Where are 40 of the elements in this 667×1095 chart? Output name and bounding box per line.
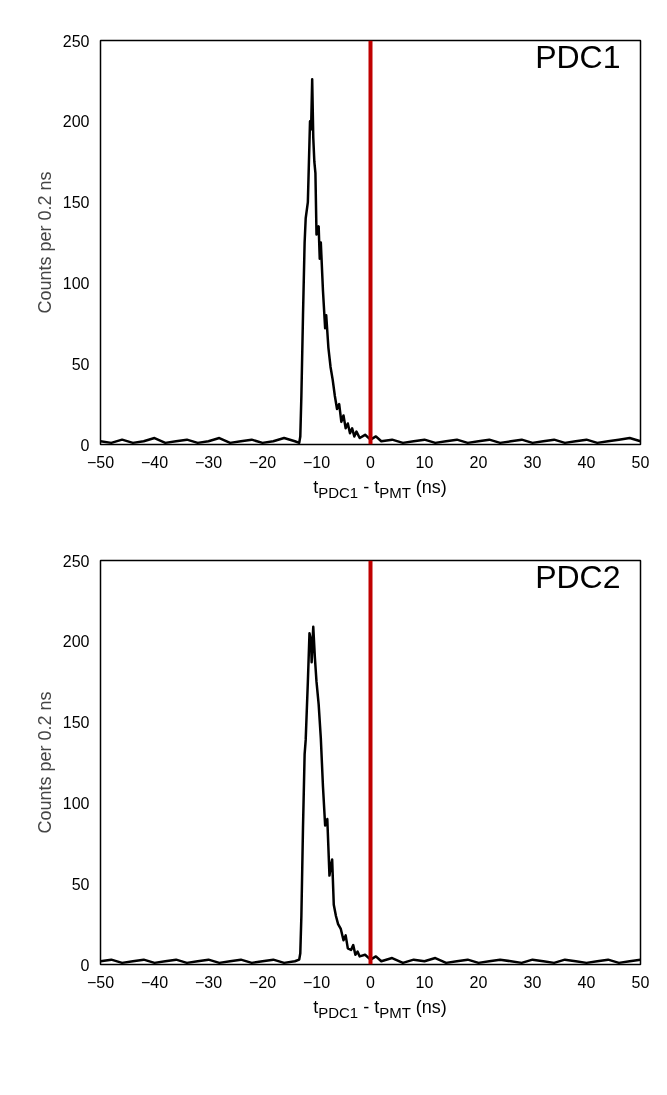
x-tick-label: −40 bbox=[140, 453, 169, 471]
y-tick-label: 250 bbox=[62, 32, 90, 50]
annotation: PDC2 bbox=[535, 558, 621, 595]
y-axis-title: Counts per 0.2 ns bbox=[34, 171, 55, 314]
annotation: PDC1 bbox=[535, 38, 621, 75]
y-tick-label: 50 bbox=[71, 355, 90, 373]
y-tick-label: 200 bbox=[62, 113, 90, 131]
y-tick-label: 150 bbox=[62, 714, 90, 732]
x-tick-label: 0 bbox=[366, 453, 376, 471]
x-tick-label: 10 bbox=[415, 973, 434, 991]
y-tick-label: 100 bbox=[62, 274, 90, 292]
y-axis-title: Counts per 0.2 ns bbox=[34, 691, 55, 834]
x-axis-title: t$_{PDC1}$ - t$_{PMT}$ (ns) bbox=[313, 476, 447, 503]
x-tick-label: 40 bbox=[577, 453, 596, 471]
x-tick-label: −10 bbox=[302, 973, 331, 991]
x-tick-label: −30 bbox=[194, 973, 223, 991]
y-tick-label: 0 bbox=[80, 436, 90, 454]
y-tick-label: 50 bbox=[71, 875, 90, 893]
x-tick-label: −10 bbox=[302, 453, 331, 471]
y-tick-label: 250 bbox=[62, 552, 90, 570]
x-tick-label: 20 bbox=[469, 453, 488, 471]
x-tick-label: −40 bbox=[140, 973, 169, 991]
x-tick-label: 30 bbox=[523, 453, 542, 471]
x-tick-label: 50 bbox=[631, 453, 650, 471]
x-axis-title: t$_{PDC1}$ - t$_{PMT}$ (ns) bbox=[313, 996, 447, 1023]
x-tick-label: −50 bbox=[86, 453, 115, 471]
x-tick-label: 20 bbox=[469, 973, 488, 991]
y-tick-label: 100 bbox=[62, 794, 90, 812]
x-tick-label: −20 bbox=[248, 453, 277, 471]
x-tick-label: −50 bbox=[86, 973, 115, 991]
y-tick-label: 200 bbox=[62, 633, 90, 651]
x-tick-label: 0 bbox=[366, 973, 376, 991]
y-tick-label: 0 bbox=[80, 956, 90, 974]
x-tick-label: −30 bbox=[194, 453, 223, 471]
x-tick-label: −20 bbox=[248, 973, 277, 991]
x-tick-label: 40 bbox=[577, 973, 596, 991]
x-tick-label: 10 bbox=[415, 453, 434, 471]
x-tick-label: 50 bbox=[631, 973, 650, 991]
y-tick-label: 150 bbox=[62, 194, 90, 212]
x-tick-label: 30 bbox=[523, 973, 542, 991]
